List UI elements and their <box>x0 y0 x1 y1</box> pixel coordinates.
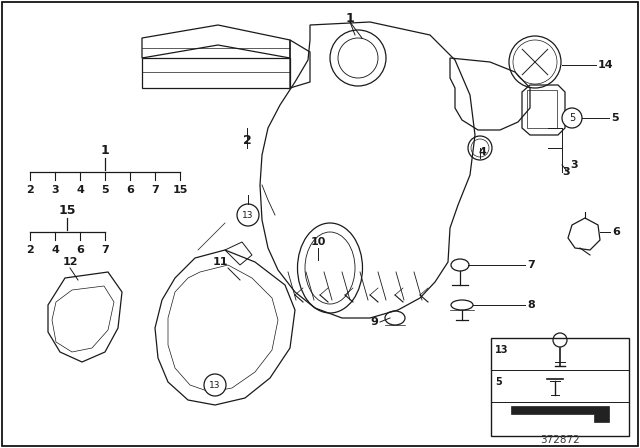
Text: 6: 6 <box>76 245 84 255</box>
Text: 13: 13 <box>495 345 509 355</box>
Text: 6: 6 <box>612 227 620 237</box>
Text: 11: 11 <box>212 257 228 267</box>
Text: 13: 13 <box>243 211 253 220</box>
Text: 7: 7 <box>151 185 159 195</box>
Bar <box>491 338 629 436</box>
Text: 15: 15 <box>58 203 76 216</box>
Text: 4: 4 <box>478 147 486 157</box>
Text: 15: 15 <box>172 185 188 195</box>
Text: 5: 5 <box>611 113 619 123</box>
Text: 1: 1 <box>100 143 109 156</box>
Text: 14: 14 <box>598 60 614 70</box>
Text: 2: 2 <box>26 245 34 255</box>
Text: 1: 1 <box>346 12 355 25</box>
Text: 12: 12 <box>62 257 77 267</box>
Text: 8: 8 <box>527 300 535 310</box>
Text: 5: 5 <box>495 377 502 387</box>
Text: 4: 4 <box>51 245 59 255</box>
Text: 7: 7 <box>527 260 535 270</box>
Text: 3: 3 <box>51 185 59 195</box>
Text: 5: 5 <box>101 185 109 195</box>
Circle shape <box>237 204 259 226</box>
Text: 4: 4 <box>76 185 84 195</box>
Text: 6: 6 <box>126 185 134 195</box>
Text: 13: 13 <box>209 380 221 389</box>
Bar <box>527 90 557 128</box>
Polygon shape <box>511 406 609 422</box>
Circle shape <box>562 108 582 128</box>
Text: 10: 10 <box>310 237 326 247</box>
Text: 372872: 372872 <box>540 435 580 445</box>
Text: 3: 3 <box>570 160 578 170</box>
Circle shape <box>204 374 226 396</box>
Text: 9: 9 <box>370 317 378 327</box>
Text: 5: 5 <box>569 113 575 123</box>
Text: 2: 2 <box>243 134 252 146</box>
Text: 3: 3 <box>562 167 570 177</box>
Text: 2: 2 <box>26 185 34 195</box>
Text: 7: 7 <box>101 245 109 255</box>
